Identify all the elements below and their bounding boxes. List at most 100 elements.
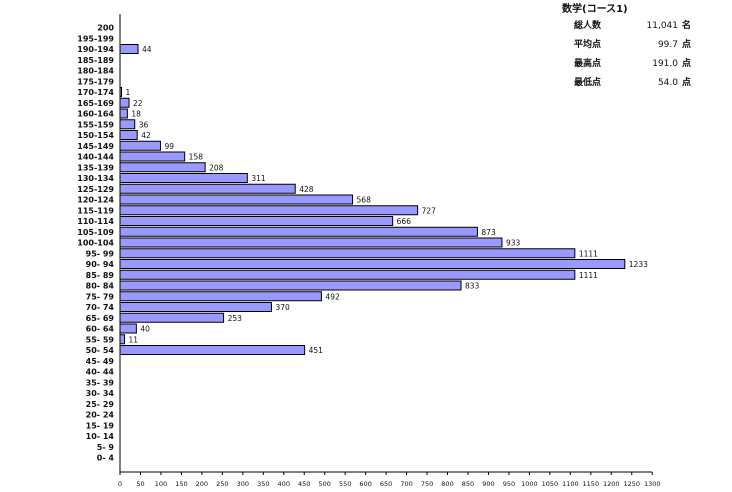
bar	[119, 216, 394, 226]
x-tick-label: 550	[339, 480, 351, 488]
x-tick-label: 1250	[623, 480, 640, 488]
x-tick-label: 0	[118, 480, 122, 488]
bar-data-label: 36	[139, 120, 149, 129]
bar	[119, 130, 138, 140]
x-tick-label: 1000	[521, 480, 538, 488]
stat-row-total: 総人数 11,041 名	[560, 17, 730, 36]
y-tick-label: 140-144	[77, 153, 114, 162]
bar	[119, 183, 296, 194]
y-tick-label: 55- 59	[86, 335, 115, 344]
y-tick-label: 85- 89	[86, 271, 115, 280]
bar	[119, 237, 503, 248]
y-tick-label: 195-199	[77, 34, 114, 43]
x-tick-label: 450	[298, 480, 310, 488]
stat-unit: 名	[682, 21, 692, 31]
y-tick-label: 35- 39	[86, 378, 115, 387]
bar-data-label: 208	[209, 163, 224, 172]
bar-data-label: 44	[142, 45, 152, 54]
x-tick-label: 150	[175, 480, 187, 488]
stat-label: 最高点	[574, 59, 602, 69]
y-tick-label: 155-159	[77, 120, 114, 129]
y-tick-label: 60- 64	[86, 325, 115, 334]
bar	[119, 269, 576, 280]
y-tick-label: 10- 14	[86, 432, 115, 441]
y-tick-label: 120-124	[77, 196, 114, 205]
x-tick-label: 100	[155, 480, 167, 488]
x-tick-label: 1100	[562, 480, 579, 488]
y-tick-label: 105-109	[77, 228, 114, 237]
stat-label: 最低点	[574, 78, 602, 88]
y-tick-label: 80- 84	[86, 282, 115, 291]
statistics-title: 数学(コース1)	[562, 4, 628, 15]
x-tick-label: 300	[237, 480, 249, 488]
y-tick-label: 190-194	[77, 45, 114, 54]
bar-data-label: 40	[140, 325, 150, 334]
bar-data-label: 42	[141, 131, 151, 140]
x-tick-label: 950	[503, 480, 515, 488]
bar-data-label: 1233	[629, 260, 648, 269]
bar	[119, 205, 419, 216]
bar	[119, 345, 306, 355]
x-tick-label: 1300	[644, 480, 661, 488]
x-tick-label: 350	[257, 480, 269, 488]
bar	[119, 108, 128, 119]
stat-label: 平均点	[574, 40, 602, 50]
bar-data-label: 253	[228, 314, 243, 323]
y-tick-label: 175-179	[77, 77, 114, 86]
y-tick-label: 170-174	[77, 88, 114, 97]
bar-data-label: 370	[275, 303, 290, 312]
bar	[119, 280, 462, 291]
bar-data-label: 158	[189, 153, 204, 162]
x-tick-label: 650	[380, 480, 392, 488]
stat-unit: 点	[682, 59, 692, 69]
bar-data-label: 833	[465, 282, 480, 291]
x-axis: 0 50 100 150 200 250 300 350 400 450 500 550 600 650 7…	[118, 471, 661, 488]
x-tick-label: 700	[400, 480, 412, 488]
x-tick-label: 50	[136, 480, 144, 488]
stat-value: 54.0	[657, 78, 678, 88]
bar	[119, 312, 225, 323]
stat-unit: 点	[682, 78, 692, 88]
bar-data-label: 568	[357, 196, 372, 205]
y-tick-label: 90- 94	[86, 260, 115, 269]
bar-data-label: 1111	[579, 271, 598, 280]
y-tick-label: 110-114	[77, 217, 114, 226]
y-tick-label: 70- 74	[86, 303, 115, 312]
y-tick-label: 125-129	[77, 185, 114, 194]
stat-unit: 点	[682, 40, 692, 50]
y-tick-label: 160-164	[77, 110, 114, 119]
x-tick-label: 600	[359, 480, 371, 488]
x-tick-label: 1150	[583, 480, 600, 488]
stat-value: 11,041	[646, 21, 679, 31]
bar	[119, 44, 139, 54]
x-tick-label: 850	[462, 480, 474, 488]
y-tick-label: 75- 79	[86, 292, 115, 301]
x-tick-label: 750	[421, 480, 433, 488]
bar	[119, 323, 137, 334]
bar	[119, 151, 186, 162]
bars	[119, 44, 626, 355]
y-tick-label: 200	[97, 24, 114, 33]
bar	[119, 334, 126, 345]
stat-row-average: 平均点 99.7 点	[560, 36, 730, 55]
y-tick-label: 145-149	[77, 142, 114, 151]
y-tick-label: 100-104	[77, 239, 114, 248]
bar	[119, 226, 478, 237]
y-tick-label: 5- 9	[97, 443, 115, 452]
bar	[119, 194, 354, 205]
bar	[119, 140, 162, 151]
y-tick-label: 180-184	[77, 67, 114, 76]
bar	[119, 302, 272, 312]
y-tick-label: 135-139	[77, 163, 114, 172]
bar	[119, 162, 206, 173]
y-tick-label: 130-134	[77, 174, 114, 183]
y-tick-label: 185-189	[77, 56, 114, 65]
y-tick-label: 65- 69	[86, 314, 115, 323]
bar-data-label: 11	[129, 335, 139, 344]
x-tick-label: 250	[216, 480, 228, 488]
stat-label: 総人数	[574, 21, 602, 31]
x-tick-label: 1050	[542, 480, 559, 488]
bar-data-label: 873	[481, 228, 496, 237]
